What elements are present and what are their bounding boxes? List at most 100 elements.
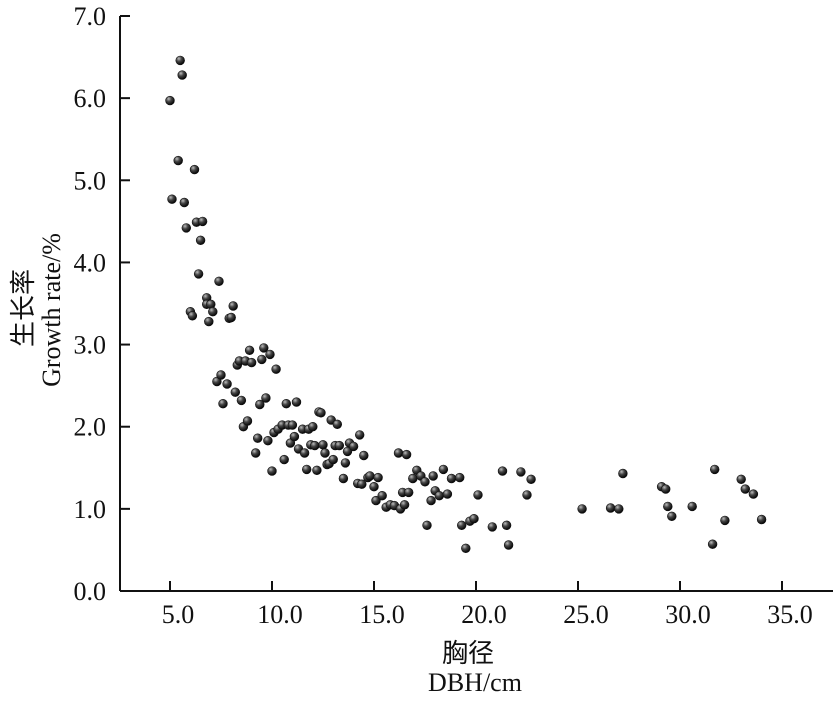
data-point [187,311,198,321]
data-point [189,164,200,175]
data-point [408,473,418,484]
x-tick-label: 30.0 [665,600,711,629]
data-point [461,543,471,553]
data-point [253,433,263,443]
data-point [756,514,767,525]
data-point [177,70,187,80]
data-point [181,223,192,233]
data-point [618,468,628,479]
data-point [208,307,218,317]
data-point [310,440,320,451]
data-point [497,466,508,476]
data-point [438,464,449,475]
data-point [667,511,677,521]
data-point [663,501,673,512]
x-tick-label: 25.0 [563,600,609,629]
data-point [359,450,369,461]
data-point [487,522,497,532]
y-tick-label: 4.0 [74,248,107,277]
data-point [214,276,224,286]
data-point [457,520,467,530]
data-point [222,379,232,389]
data-point [332,419,342,429]
data-point [216,370,226,380]
data-point [357,479,367,489]
data-point [365,471,375,481]
data-point [748,489,759,499]
data-point [434,491,444,501]
data-point [287,420,298,430]
data-point [165,95,175,106]
data-point [308,422,318,432]
data-point [709,464,720,475]
data-point [373,472,383,483]
data-point [355,430,365,440]
data-point [179,197,190,208]
data-point [226,312,236,323]
y-tick-label: 5.0 [74,166,107,195]
data-point [281,399,291,409]
data-point [302,464,312,475]
y-axis-title-cn: 生长率 [9,269,38,347]
data-point [263,436,273,446]
data-point [204,316,214,327]
data-point [577,504,587,514]
data-point [257,354,267,365]
data-point [193,269,204,279]
data-point [687,501,697,512]
data-point [428,471,438,481]
data-point [446,473,457,484]
data-points [165,55,767,553]
data-point [230,387,241,397]
data-point [242,416,253,426]
data-point [236,395,247,406]
x-tick-label: 35.0 [767,600,813,629]
x-tick-label: 5.0 [162,600,195,629]
data-point [369,482,379,492]
data-point [736,474,746,484]
data-point [195,235,206,246]
data-point [455,472,465,483]
data-point [503,540,514,550]
data-point [377,491,387,501]
data-point [255,399,265,410]
data-point [265,349,275,360]
data-point [605,503,616,513]
y-tick-label: 0.0 [74,577,107,606]
data-point [401,449,412,460]
axis-labels: 胸径 DBH/cm 生长率 Growth rate/% [9,233,522,697]
data-point [312,465,322,475]
data-point [399,500,410,510]
x-axis-title-en: DBH/cm [428,668,522,697]
data-point [267,466,277,476]
data-point [320,448,330,458]
data-point [318,440,328,450]
data-point [299,448,310,458]
data-point [340,458,351,468]
data-point [660,484,671,494]
data-point [526,474,536,484]
data-point [740,484,750,494]
data-point [251,448,261,458]
data-point [371,495,381,506]
x-tick-label: 20.0 [461,600,507,629]
data-point [271,364,281,374]
data-point [246,357,257,368]
x-tick-label: 15.0 [359,600,405,629]
data-point [393,448,404,458]
data-point [291,397,302,407]
data-point [522,490,532,500]
data-point [244,345,255,355]
data-point [348,441,359,452]
y-tick-label: 3.0 [74,331,107,360]
data-point [422,520,432,530]
data-point [173,155,183,166]
data-point [261,393,271,403]
axes: 0.0 1.0 2.0 3.0 4.0 5.0 6.0 7.0 5.0 10.0 15.0 20.0 2… [74,2,833,629]
x-tick-label: 10.0 [257,600,303,629]
data-point [404,487,414,498]
data-point [469,513,479,524]
data-point [228,301,238,311]
data-point [442,489,453,499]
data-point [328,454,338,465]
